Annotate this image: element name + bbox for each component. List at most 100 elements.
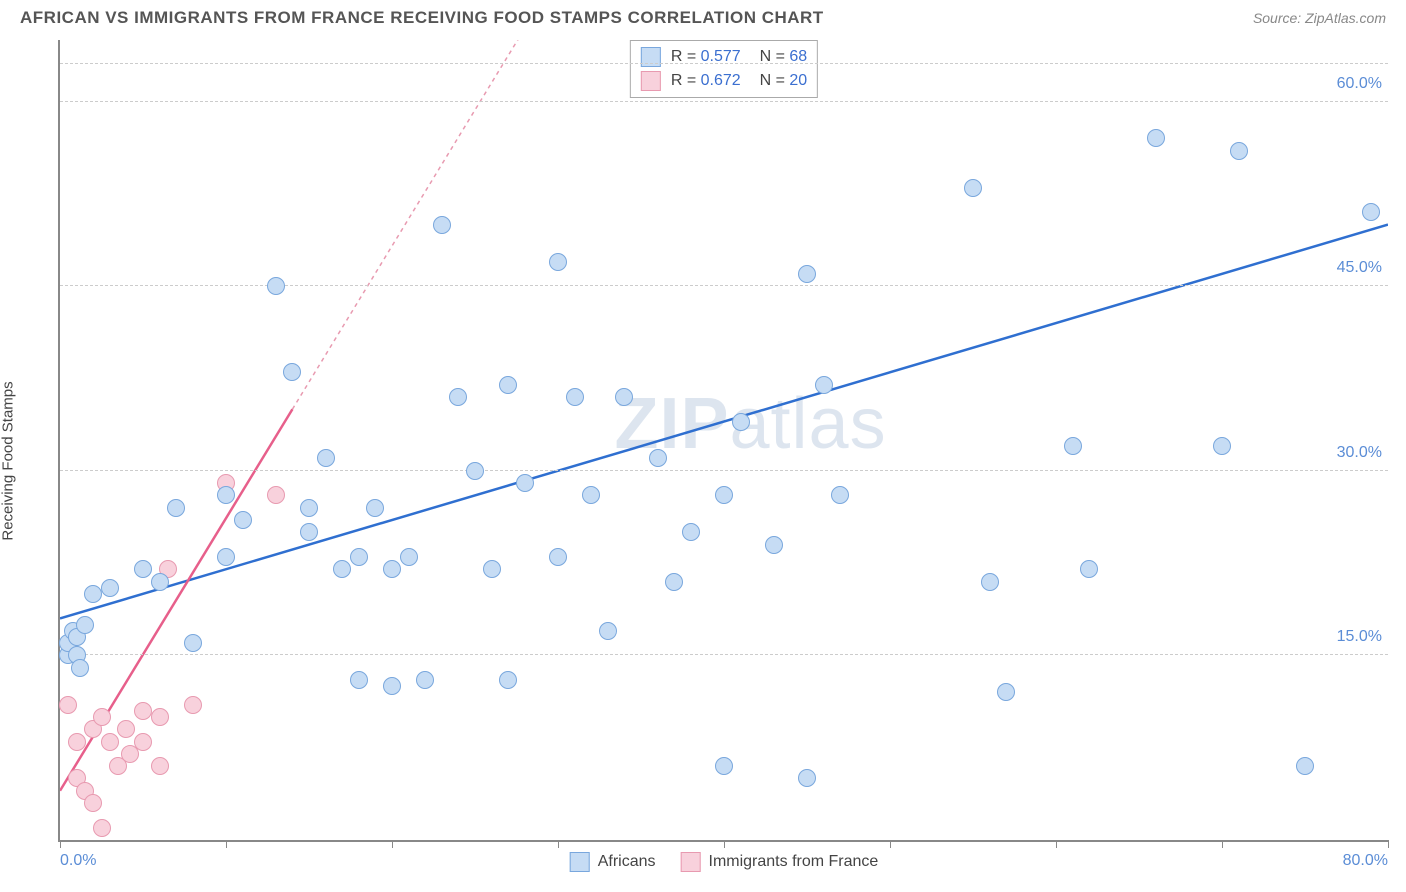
y-tick-label: 45.0% <box>1337 259 1382 277</box>
source-attribution: Source: ZipAtlas.com <box>1253 10 1386 26</box>
data-point-africans <box>798 265 816 283</box>
data-point-africans <box>383 677 401 695</box>
data-point-france <box>151 708 169 726</box>
x-tick <box>724 840 725 848</box>
swatch-africans <box>641 47 661 67</box>
data-point-france <box>267 486 285 504</box>
data-point-africans <box>499 671 517 689</box>
data-point-africans <box>84 585 102 603</box>
data-point-africans <box>516 474 534 492</box>
data-point-africans <box>715 757 733 775</box>
data-point-africans <box>449 388 467 406</box>
data-point-africans <box>831 486 849 504</box>
gridline <box>60 101 1388 102</box>
data-point-africans <box>1296 757 1314 775</box>
data-point-france <box>59 696 77 714</box>
legend-item-france: Immigrants from France <box>680 852 878 872</box>
data-point-africans <box>566 388 584 406</box>
data-point-africans <box>815 376 833 394</box>
data-point-africans <box>466 462 484 480</box>
x-tick <box>1222 840 1223 848</box>
data-point-africans <box>416 671 434 689</box>
data-point-africans <box>267 277 285 295</box>
data-point-france <box>93 819 111 837</box>
data-point-africans <box>1230 142 1248 160</box>
data-point-africans <box>300 523 318 541</box>
x-axis-min-label: 0.0% <box>60 852 96 870</box>
data-point-france <box>134 702 152 720</box>
data-point-africans <box>317 449 335 467</box>
data-point-africans <box>217 548 235 566</box>
data-point-france <box>151 757 169 775</box>
data-point-africans <box>300 499 318 517</box>
data-point-africans <box>400 548 418 566</box>
data-point-africans <box>383 560 401 578</box>
data-point-africans <box>964 179 982 197</box>
data-point-africans <box>483 560 501 578</box>
gridline <box>60 63 1388 64</box>
data-point-africans <box>582 486 600 504</box>
x-tick <box>558 840 559 848</box>
swatch-france <box>641 71 661 91</box>
chart-container: Receiving Food Stamps ZIPatlas R = 0.577… <box>18 40 1388 882</box>
data-point-africans <box>665 573 683 591</box>
data-point-africans <box>549 253 567 271</box>
data-point-africans <box>350 671 368 689</box>
y-tick-label: 30.0% <box>1337 444 1382 462</box>
data-point-africans <box>997 683 1015 701</box>
x-tick <box>226 840 227 848</box>
data-point-africans <box>234 511 252 529</box>
y-tick-label: 60.0% <box>1337 75 1382 93</box>
data-point-africans <box>151 573 169 591</box>
data-point-africans <box>549 548 567 566</box>
plot-area: ZIPatlas R = 0.577 N = 68 R = 0.672 N = … <box>58 40 1388 842</box>
data-point-africans <box>1213 437 1231 455</box>
data-point-africans <box>732 413 750 431</box>
correlation-legend: R = 0.577 N = 68 R = 0.672 N = 20 <box>630 40 818 98</box>
chart-title: AFRICAN VS IMMIGRANTS FROM FRANCE RECEIV… <box>20 8 824 28</box>
data-point-africans <box>615 388 633 406</box>
data-point-africans <box>1080 560 1098 578</box>
data-point-africans <box>798 769 816 787</box>
data-point-africans <box>1362 203 1380 221</box>
y-axis-label: Receiving Food Stamps <box>0 381 17 540</box>
data-point-africans <box>599 622 617 640</box>
data-point-africans <box>167 499 185 517</box>
data-point-france <box>184 696 202 714</box>
legend-item-africans: Africans <box>570 852 656 872</box>
x-tick <box>1056 840 1057 848</box>
gridline <box>60 654 1388 655</box>
data-point-africans <box>333 560 351 578</box>
x-tick <box>890 840 891 848</box>
data-point-france <box>117 720 135 738</box>
data-point-africans <box>433 216 451 234</box>
x-tick <box>60 840 61 848</box>
data-point-africans <box>217 486 235 504</box>
gridline <box>60 470 1388 471</box>
data-point-africans <box>134 560 152 578</box>
legend-row-france: R = 0.672 N = 20 <box>641 69 807 93</box>
x-axis-max-label: 80.0% <box>1343 852 1388 870</box>
data-point-africans <box>101 579 119 597</box>
data-point-africans <box>981 573 999 591</box>
swatch-africans-icon <box>570 852 590 872</box>
gridline <box>60 285 1388 286</box>
data-point-africans <box>682 523 700 541</box>
y-tick-label: 15.0% <box>1337 628 1382 646</box>
data-point-france <box>84 794 102 812</box>
data-point-africans <box>184 634 202 652</box>
data-point-france <box>134 733 152 751</box>
data-point-africans <box>715 486 733 504</box>
swatch-france-icon <box>680 852 700 872</box>
data-point-france <box>101 733 119 751</box>
legend-row-africans: R = 0.577 N = 68 <box>641 45 807 69</box>
data-point-france <box>68 733 86 751</box>
data-point-africans <box>71 659 89 677</box>
data-point-africans <box>350 548 368 566</box>
data-point-africans <box>649 449 667 467</box>
data-point-africans <box>499 376 517 394</box>
x-tick <box>392 840 393 848</box>
data-point-africans <box>76 616 94 634</box>
data-point-africans <box>1064 437 1082 455</box>
data-point-france <box>93 708 111 726</box>
